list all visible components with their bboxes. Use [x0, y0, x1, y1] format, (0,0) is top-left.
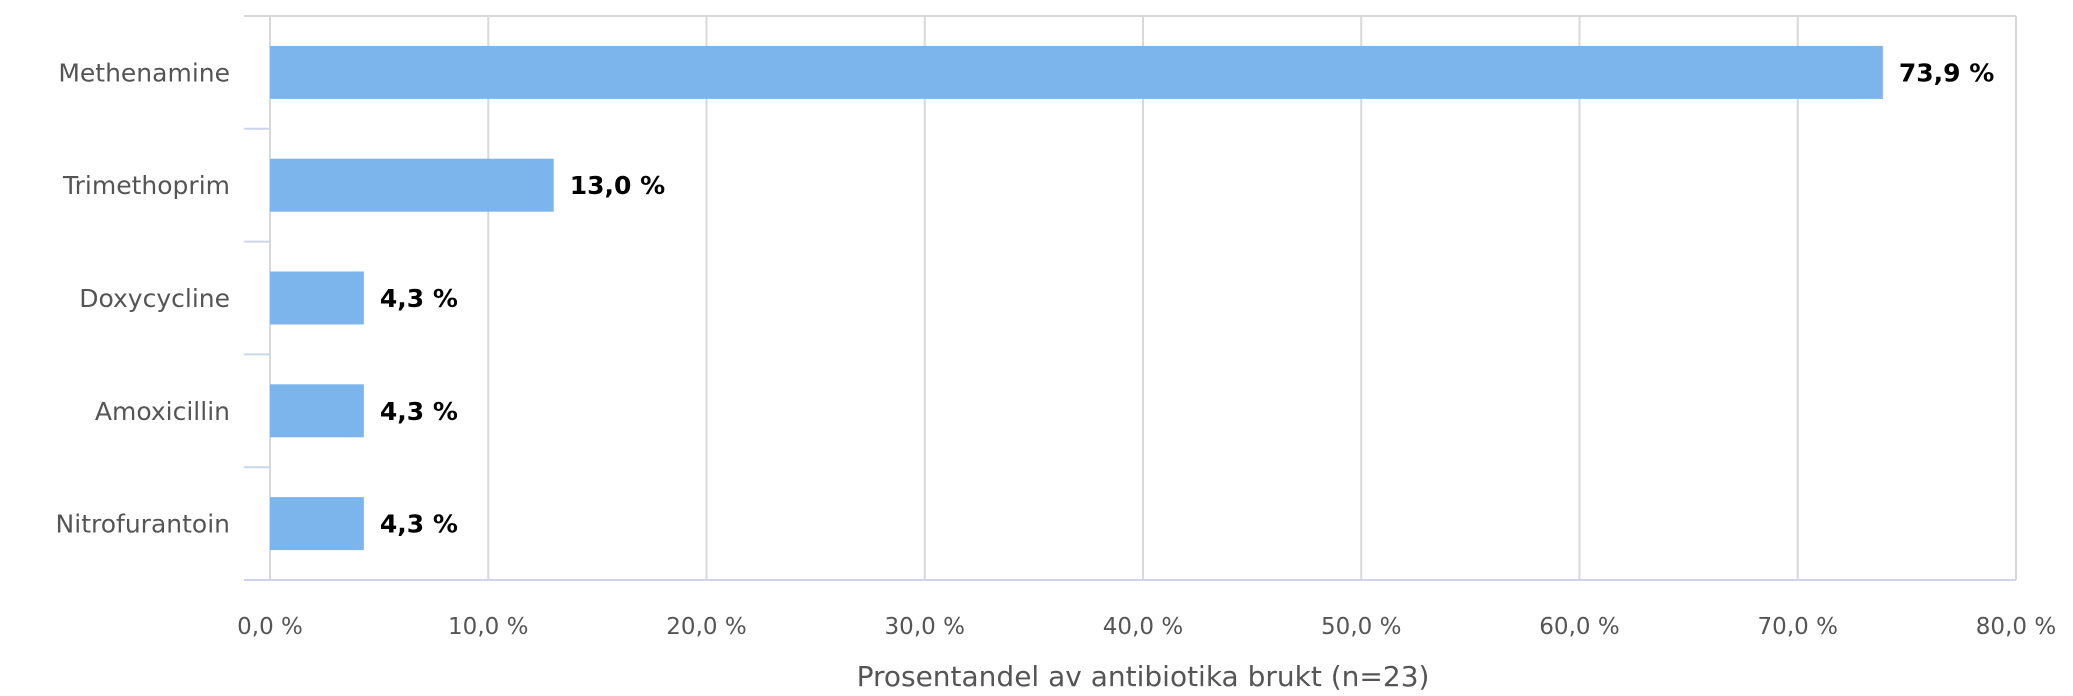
- plot-frame: [244, 15, 2017, 581]
- x-tick-label: 30,0 %: [885, 614, 965, 640]
- x-tick-labels: 0,0 % 10,0 % 20,0 % 30,0 % 40,0 % 50,0 % 60,0 …: [237, 614, 2056, 640]
- x-tick-label: 10,0 %: [448, 614, 528, 640]
- data-label: 73,9 %: [1899, 58, 1994, 87]
- bar-methenamine: [270, 45, 1883, 99]
- data-labels: 73,9 % 13,0 % 4,3 % 4,3 % 4,3 %: [380, 58, 1994, 538]
- category-label: Doxycycline: [79, 284, 230, 313]
- x-tick-label: 70,0 %: [1758, 614, 1838, 640]
- x-axis-title: Prosentandel av antibiotika brukt (n=23): [857, 660, 1430, 693]
- bar-doxycycline: [270, 271, 364, 325]
- category-label: Methenamine: [58, 58, 230, 87]
- category-label: Nitrofurantoin: [56, 510, 230, 539]
- bar-amoxicillin: [270, 384, 364, 438]
- data-label: 4,3 %: [380, 284, 458, 313]
- gridlines: [269, 16, 2017, 580]
- x-tick-label: 40,0 %: [1103, 614, 1183, 640]
- category-labels: Methenamine Trimethoprim Doxycycline Amoxic…: [56, 58, 230, 538]
- x-tick-label: 0,0 %: [237, 614, 303, 640]
- data-label: 4,3 %: [380, 510, 458, 539]
- bar-nitrofurantoin: [270, 497, 364, 551]
- x-tick-label: 20,0 %: [666, 614, 746, 640]
- bars: [270, 45, 1883, 551]
- category-label: Trimethoprim: [62, 171, 230, 200]
- x-tick-label: 60,0 %: [1539, 614, 1619, 640]
- data-label: 4,3 %: [380, 397, 458, 426]
- bar-trimethoprim: [270, 158, 554, 212]
- x-tick-label: 80,0 %: [1976, 614, 2056, 640]
- data-label: 13,0 %: [570, 171, 665, 200]
- category-label: Amoxicillin: [95, 397, 230, 426]
- x-tick-label: 50,0 %: [1321, 614, 1401, 640]
